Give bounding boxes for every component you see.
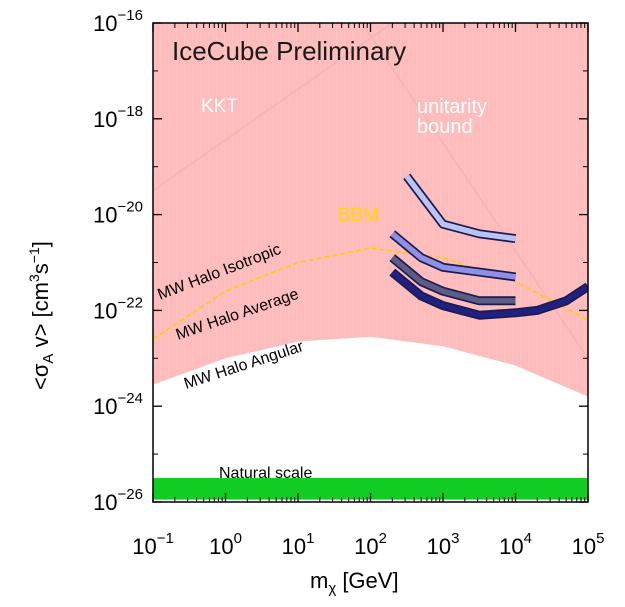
y-tick-label: 10−26 [93, 486, 143, 515]
series-bbm [153, 247, 588, 340]
series-kkt [153, 23, 393, 192]
x-tick-label: 100 [209, 530, 242, 559]
y-tick-label: 10−18 [93, 103, 143, 132]
series-layer [153, 23, 588, 359]
series-limit-2 [390, 231, 516, 280]
y-tick-label: 10−22 [93, 294, 143, 323]
natural-scale-band [153, 478, 588, 500]
y-tick-label: 10−24 [93, 390, 143, 419]
x-tick-label: 101 [282, 530, 315, 559]
x-tick-label: 103 [427, 530, 460, 559]
y-axis-title: <σA v> [cm3s−1] [26, 241, 57, 390]
y-tick-label: 10−16 [93, 7, 143, 36]
label-kkt: KKT [201, 96, 238, 117]
series-limit-4 [390, 269, 588, 318]
label-bound: bound [417, 116, 473, 138]
region-texture [153, 23, 588, 502]
x-tick-label: 105 [572, 530, 605, 559]
series-limit-3 [390, 255, 516, 304]
label-bbm: BBM [338, 205, 379, 226]
label-natural-scale: Natural scale [219, 465, 312, 482]
x-tick-label: 104 [499, 530, 532, 559]
chart-title: IceCube Preliminary [172, 36, 406, 66]
y-tick-label: 10−20 [93, 199, 143, 228]
x-tick-label: 102 [354, 530, 387, 559]
y-axis: 10−16 10−18 10−20 10−22 10−24 10−26 [93, 7, 588, 515]
x-axis: 10−1 100 101 102 103 104 105 [132, 23, 604, 559]
label-unitarity: unitarity [417, 96, 487, 118]
series-limit-1 [404, 174, 516, 242]
x-axis-title: mχ [GeV] [310, 568, 399, 597]
x-tick-label: 10−1 [132, 530, 174, 559]
